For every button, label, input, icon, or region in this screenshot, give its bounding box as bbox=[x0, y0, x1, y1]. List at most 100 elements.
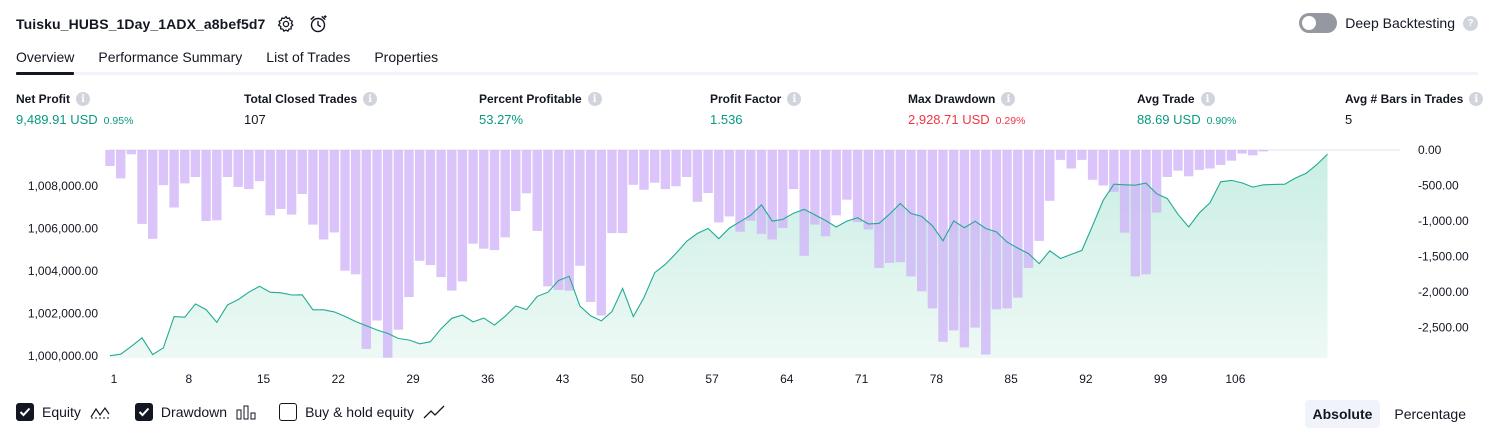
drawdown-bar bbox=[1205, 150, 1215, 169]
right-tick-label: 0.00 bbox=[1418, 143, 1442, 157]
buy-hold-checkbox[interactable] bbox=[279, 403, 298, 421]
legend-drawdown[interactable]: Drawdown bbox=[134, 403, 257, 421]
drawdown-bar bbox=[500, 150, 510, 238]
tab-properties[interactable]: Properties bbox=[374, 49, 439, 65]
drawdown-bar bbox=[415, 150, 425, 261]
alarm-clock-icon[interactable] bbox=[307, 13, 329, 35]
summary-stats: Net Profit i 9,489.91 USD 0.95% Total Clos… bbox=[0, 92, 1494, 132]
drawdown-bar bbox=[692, 150, 703, 202]
drawdown-bar bbox=[148, 150, 158, 239]
left-axis: 1,000,000.00 1,002,000.00 1,004,000.00 1,00… bbox=[28, 179, 98, 363]
drawdown-bar bbox=[553, 150, 564, 290]
settings-gear-icon[interactable] bbox=[275, 13, 297, 35]
x-tick-label: 36 bbox=[481, 372, 495, 386]
drawdown-bar bbox=[820, 150, 831, 237]
drawdown-bar bbox=[105, 150, 115, 166]
x-tick-label: 29 bbox=[406, 372, 420, 386]
drawdown-bar bbox=[180, 150, 190, 184]
drawdown-bar bbox=[799, 150, 809, 256]
deep-backtesting-label: Deep Backtesting bbox=[1345, 15, 1455, 31]
drawdown-bar bbox=[1237, 150, 1247, 154]
info-icon[interactable]: i bbox=[787, 92, 802, 106]
x-tick-label: 1 bbox=[111, 372, 118, 386]
stat-percent: 0.90% bbox=[1206, 115, 1237, 127]
drawdown-bar bbox=[1141, 150, 1151, 275]
stat-profit-factor: Profit Factor i 1.536 bbox=[710, 92, 802, 127]
drawdown-bar bbox=[201, 150, 211, 221]
drawdown-bar bbox=[543, 150, 553, 287]
info-icon[interactable]: i bbox=[1001, 92, 1016, 106]
info-icon[interactable]: i bbox=[76, 92, 90, 106]
x-tick-label: 15 bbox=[257, 372, 271, 386]
drawdown-bar bbox=[981, 150, 991, 355]
x-tick-label: 92 bbox=[1079, 372, 1093, 386]
legend-equity[interactable]: Equity bbox=[16, 403, 113, 421]
percentage-button[interactable]: Percentage bbox=[1394, 406, 1466, 422]
stat-label: Avg Trade bbox=[1137, 92, 1195, 106]
stat-label: Avg # Bars in Trades bbox=[1345, 92, 1464, 106]
drawdown-bar bbox=[329, 150, 339, 233]
drawdown-bar bbox=[1226, 150, 1237, 161]
drawdown-bar bbox=[244, 150, 254, 190]
equity-checkbox[interactable] bbox=[16, 403, 34, 421]
drawdown-bar bbox=[468, 150, 478, 244]
info-icon[interactable]: i bbox=[1200, 92, 1215, 106]
drawdown-bar bbox=[917, 150, 927, 292]
stat-value: 88.69 USD bbox=[1137, 112, 1201, 127]
legend-buy-hold[interactable]: Buy & hold equity bbox=[279, 403, 446, 421]
drawdown-bar bbox=[842, 150, 852, 200]
right-axis: 0.00 -500.00 -1,000.00 -1,500.00 -2,000.00 -2… bbox=[1418, 143, 1469, 335]
drawdown-bar bbox=[746, 150, 756, 221]
x-tick-label: 85 bbox=[1004, 372, 1018, 386]
toggle-knob bbox=[1302, 16, 1317, 30]
stat-value: 1.536 bbox=[710, 112, 743, 127]
absolute-button[interactable]: Absolute bbox=[1304, 400, 1381, 428]
help-icon[interactable]: ? bbox=[1463, 15, 1478, 31]
drawdown-bar bbox=[372, 150, 382, 321]
deep-backtesting-toggle[interactable] bbox=[1299, 13, 1338, 33]
equity-path bbox=[109, 153, 1328, 357]
info-icon[interactable]: i bbox=[587, 92, 602, 106]
drawdown-bar bbox=[489, 150, 500, 251]
stat-value: 53.27% bbox=[479, 112, 524, 127]
drawdown-bars bbox=[105, 150, 1269, 358]
value-mode-switch: Absolute Percentage bbox=[1304, 400, 1475, 428]
stat-max-drawdown: Max Drawdown i 2,928.71 USD 0.29% bbox=[908, 92, 1025, 127]
stat-avg-trade: Avg Trade i 88.69 USD 0.90% bbox=[1137, 92, 1236, 127]
drawdown-bar bbox=[970, 150, 980, 328]
drawdown-bar bbox=[959, 150, 970, 348]
drawdown-bar bbox=[233, 150, 243, 187]
tab-performance-summary[interactable]: Performance Summary bbox=[98, 49, 243, 65]
drawdown-label: Drawdown bbox=[160, 404, 228, 420]
drawdown-bar bbox=[361, 150, 371, 349]
drawdown-bar bbox=[1055, 150, 1066, 160]
stat-label: Net Profit bbox=[16, 92, 70, 106]
drawdown-checkbox[interactable] bbox=[134, 403, 153, 421]
equity-drawdown-chart[interactable]: 1,000,000.00 1,002,000.00 1,004,000.00 1,00… bbox=[0, 138, 1494, 396]
drawdown-bar bbox=[1002, 150, 1012, 309]
info-icon[interactable]: i bbox=[363, 92, 378, 106]
tab-list-of-trades[interactable]: List of Trades bbox=[266, 49, 351, 65]
drawdown-bar bbox=[457, 150, 468, 282]
drawdown-bar bbox=[831, 150, 841, 216]
stat-net-profit: Net Profit i 9,489.91 USD 0.95% bbox=[16, 92, 133, 127]
drawdown-bar bbox=[607, 150, 617, 234]
tab-overview[interactable]: Overview bbox=[16, 44, 75, 75]
drawdown-bar bbox=[350, 150, 361, 275]
info-icon[interactable]: i bbox=[1469, 92, 1484, 106]
drawdown-bar bbox=[308, 150, 318, 225]
stat-avg-bars-in-trades: Avg # Bars in Trades i 5 bbox=[1345, 92, 1484, 127]
equity-line bbox=[109, 153, 1328, 357]
drawdown-bar bbox=[158, 150, 169, 186]
left-tick-label: 1,004,000.00 bbox=[28, 264, 98, 278]
x-tick-label: 64 bbox=[780, 372, 794, 386]
drawdown-bar bbox=[1045, 150, 1055, 201]
drawdown-bar bbox=[1216, 150, 1226, 165]
stat-label: Profit Factor bbox=[710, 92, 782, 106]
x-axis: 1 8 15 22 29 36 43 50 57 64 71 78 85 92 99 106 bbox=[111, 372, 1246, 386]
stat-value: 9,489.91 USD bbox=[16, 112, 98, 127]
left-tick-label: 1,000,000.00 bbox=[28, 349, 98, 363]
drawdown-bar bbox=[521, 150, 532, 194]
drawdown-bar bbox=[297, 150, 307, 194]
drawdown-bar bbox=[1109, 150, 1119, 192]
